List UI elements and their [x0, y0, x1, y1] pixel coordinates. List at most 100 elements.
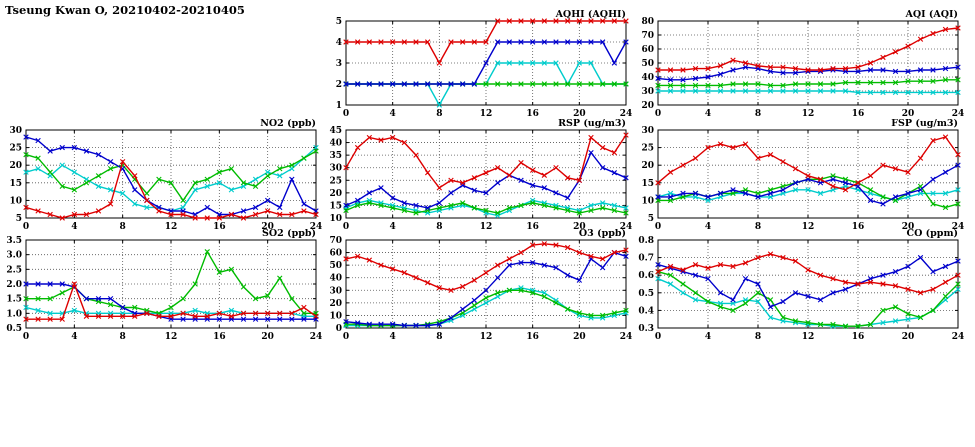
x-tick-label: 4 — [390, 109, 396, 119]
y-tick-label: 70 — [641, 31, 654, 41]
no2-chart: 0 4 8 12 16 20 24 5 10 15 20 25 30 NO2 (ppb) — [0, 117, 322, 235]
co-chart-title: CO (ppm) — [907, 228, 958, 239]
rsp-chart: 0 4 8 12 16 20 24 10 15 20 25 30 35 40 45 RSP (ug/m3) — [320, 117, 632, 235]
y-tick-label: 20 — [329, 189, 342, 199]
aqhi-series-blue-markers — [343, 39, 629, 87]
x-tick-label: 12 — [802, 332, 815, 342]
x-tick-label: 24 — [620, 109, 632, 119]
y-tick-label: 0.8 — [638, 236, 654, 246]
y-tick-label: 25 — [9, 144, 22, 154]
rsp-plot: 0 4 8 12 16 20 24 10 15 20 25 30 35 40 45 RSP (ug/m3) — [329, 118, 632, 232]
y-tick-label: 25 — [329, 176, 342, 186]
fsp-plot: 0 4 8 12 16 20 24 5 10 15 20 25 30 FSP (ug/m3) — [641, 118, 964, 232]
x-tick-label: 16 — [213, 332, 226, 342]
y-tick-label: 40 — [329, 274, 342, 284]
fsp-chart-title: FSP (ug/m3) — [891, 118, 958, 129]
x-tick-label: 24 — [310, 222, 322, 232]
no2-plot: 0 4 8 12 16 20 24 5 10 15 20 25 30 NO2 (ppb) — [9, 118, 322, 232]
x-tick-label: 4 — [705, 109, 711, 119]
rsp-series-red-markers — [343, 132, 629, 191]
x-tick-label: 16 — [852, 109, 865, 119]
x-tick-label: 20 — [902, 222, 915, 232]
y-tick-label: 30 — [9, 126, 22, 136]
y-tick-label: 40 — [329, 139, 342, 149]
x-tick-label: 16 — [526, 222, 539, 232]
x-tick-label: 12 — [802, 222, 815, 232]
y-tick-label: 50 — [641, 59, 654, 69]
y-tick-label: 10 — [641, 196, 654, 206]
y-tick-label: 2.0 — [6, 280, 22, 290]
y-tick-label: 3 — [336, 59, 342, 69]
x-tick-label: 12 — [480, 109, 493, 119]
y-tick-label: 20 — [641, 101, 654, 111]
x-tick-label: 0 — [23, 222, 29, 232]
y-tick-label: 70 — [329, 236, 342, 246]
x-tick-label: 4 — [390, 332, 396, 342]
x-tick-label: 8 — [755, 222, 761, 232]
rsp-series-green-markers — [343, 200, 629, 216]
y-tick-label: 60 — [641, 45, 654, 55]
y-tick-label: 10 — [9, 196, 22, 206]
fsp-chart: 0 4 8 12 16 20 24 5 10 15 20 25 30 FSP (ug/m3) — [632, 117, 964, 235]
x-tick-label: 16 — [526, 109, 539, 119]
page-title: Tseung Kwan O, 20210402-20210405 — [5, 3, 245, 17]
y-tick-label: 20 — [9, 161, 22, 171]
so2-chart-title: SO2 (ppb) — [262, 228, 316, 239]
aqhi-chart-title: AQHI (AQHI) — [555, 9, 626, 20]
x-tick-label: 0 — [23, 332, 29, 342]
x-tick-label: 0 — [655, 109, 661, 119]
y-tick-label: 0.5 — [638, 289, 654, 299]
x-tick-label: 12 — [480, 332, 493, 342]
x-tick-label: 24 — [952, 332, 964, 342]
y-tick-label: 3.0 — [6, 251, 22, 261]
x-tick-label: 24 — [952, 222, 964, 232]
y-tick-label: 60 — [329, 249, 342, 259]
o3-series-red-markers — [343, 241, 629, 293]
so2-plot: 0 4 8 12 16 20 24 0.5 1.0 1.5 2.0 2.5 3.0 3.5 SO2 (ppb… — [6, 228, 322, 342]
y-tick-label: 15 — [329, 201, 342, 211]
fsp-series-blue-markers — [655, 162, 961, 207]
so2-series-red-markers — [23, 281, 319, 322]
x-tick-label: 24 — [952, 109, 964, 119]
x-tick-label: 8 — [436, 332, 442, 342]
x-tick-label: 4 — [705, 332, 711, 342]
x-tick-label: 20 — [573, 222, 586, 232]
y-tick-label: 0.4 — [638, 306, 654, 316]
x-tick-label: 12 — [165, 332, 178, 342]
aqi-series-blue-markers — [655, 64, 961, 83]
y-tick-label: 2 — [336, 80, 342, 90]
x-tick-label: 20 — [902, 109, 915, 119]
y-tick-label: 30 — [329, 164, 342, 174]
no2-series-cyan-markers — [23, 144, 319, 214]
co-chart: 0 4 8 12 16 20 24 0.3 0.4 0.5 0.6 0.7 0.8 CO (ppm) — [632, 227, 964, 345]
so2-series-cyan-line — [25, 306, 316, 317]
aqhi-series-red-markers — [343, 18, 629, 66]
x-tick-label: 8 — [120, 222, 126, 232]
so2-chart: 0 4 8 12 16 20 24 0.5 1.0 1.5 2.0 2.5 3.0 3.5 SO2 (ppb… — [0, 227, 322, 345]
y-tick-label: 3.5 — [6, 236, 22, 246]
plot-frame — [345, 239, 627, 329]
y-tick-label: 30 — [641, 87, 654, 97]
x-tick-label: 8 — [120, 332, 126, 342]
x-tick-label: 0 — [343, 109, 349, 119]
aqi-series-cyan-markers — [655, 88, 961, 96]
co-series-cyan-markers — [655, 276, 961, 329]
aqi-series-red-markers — [655, 25, 961, 73]
x-tick-label: 20 — [573, 332, 586, 342]
x-tick-label: 24 — [620, 222, 632, 232]
x-tick-label: 0 — [343, 222, 349, 232]
x-tick-label: 8 — [436, 109, 442, 119]
y-tick-label: 15 — [641, 179, 654, 189]
y-tick-label: 35 — [329, 151, 342, 161]
y-tick-label: 50 — [329, 261, 342, 271]
x-tick-label: 20 — [573, 109, 586, 119]
y-tick-label: 10 — [329, 214, 342, 224]
x-tick-label: 0 — [655, 332, 661, 342]
x-tick-label: 12 — [802, 109, 815, 119]
y-tick-label: 2.5 — [6, 265, 22, 275]
rsp-series-blue-markers — [343, 149, 629, 211]
x-tick-label: 8 — [755, 332, 761, 342]
x-tick-label: 20 — [902, 332, 915, 342]
co-series-green-markers — [655, 268, 961, 329]
